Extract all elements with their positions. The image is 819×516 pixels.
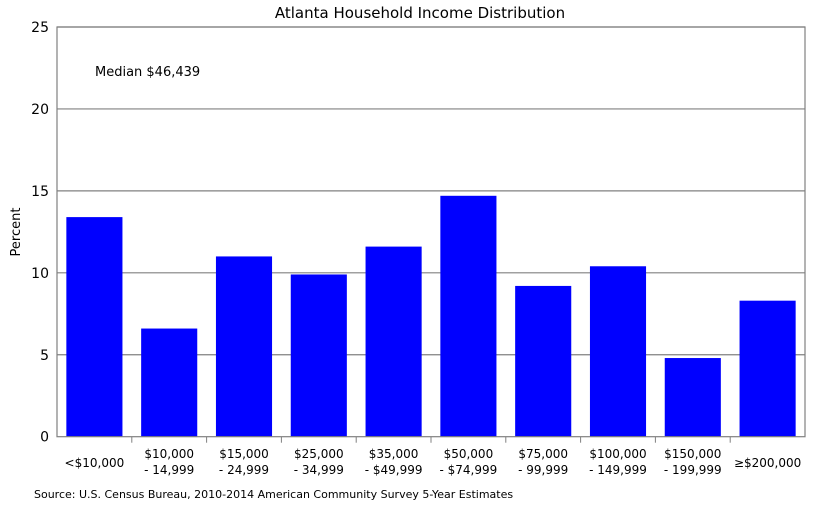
bar: [739, 300, 796, 437]
x-tick-label: - 14,999: [144, 463, 194, 477]
y-tick-label: 10: [31, 266, 49, 282]
bar: [589, 266, 647, 437]
y-tick-label: 25: [31, 20, 49, 36]
x-tick-label: - 199,999: [664, 463, 722, 477]
plot-frame: [56, 26, 806, 438]
x-tick-label: - 99,999: [518, 463, 568, 477]
x-tick-label: - $49,999: [365, 463, 423, 477]
y-axis-label: Percent: [9, 208, 24, 257]
y-tick-label: 0: [40, 430, 49, 446]
x-tick-label: - 149,999: [589, 463, 647, 477]
y-tick-label: 20: [31, 102, 49, 118]
bar: [515, 285, 572, 437]
x-tick-label: $35,000: [369, 447, 419, 461]
median-annotation: Median $46,439: [95, 65, 200, 80]
y-tick-label: 15: [31, 184, 49, 200]
x-tick-label: $25,000: [294, 447, 344, 461]
bar: [664, 358, 721, 437]
x-tick-label: $150,000: [664, 447, 721, 461]
x-tick-label: $75,000: [518, 447, 568, 461]
source-note: Source: U.S. Census Bureau, 2010-2014 Am…: [34, 488, 513, 501]
x-tick-label: $50,000: [444, 447, 494, 461]
x-tick-label: $100,000: [589, 447, 646, 461]
bar: [365, 246, 422, 437]
x-tick-label: $15,000: [219, 447, 269, 461]
chart-title: Atlanta Household Income Distribution: [275, 4, 565, 22]
x-tick-label: ≥$200,000: [734, 456, 801, 470]
bar: [290, 274, 347, 437]
bar: [66, 217, 123, 437]
x-tick-label: - 34,999: [294, 463, 344, 477]
bar: [215, 256, 273, 437]
x-tick-label: <$10,000: [65, 456, 125, 470]
x-tick-label: - 24,999: [219, 463, 269, 477]
bar: [440, 195, 497, 437]
y-tick-label: 5: [40, 348, 49, 364]
bar: [141, 328, 198, 437]
x-tick-label: $10,000: [144, 447, 194, 461]
x-tick-label: - $74,999: [440, 463, 498, 477]
